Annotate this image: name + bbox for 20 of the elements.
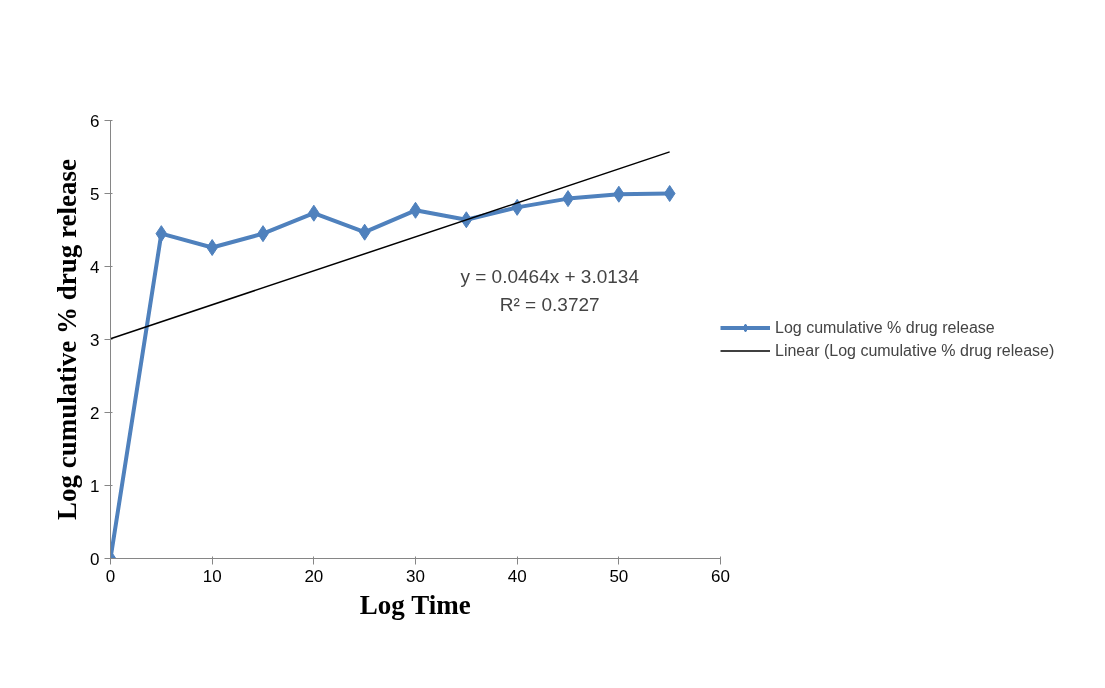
y-tick-label: 3 bbox=[90, 330, 100, 350]
x-tick-label: 20 bbox=[304, 566, 324, 586]
y-tick-label: 6 bbox=[90, 111, 100, 131]
y-tick-label: 0 bbox=[90, 549, 100, 569]
legend-label: Log cumulative % drug release bbox=[775, 318, 995, 337]
y-tick-label: 4 bbox=[90, 257, 100, 277]
x-tick-label: 10 bbox=[202, 566, 222, 586]
x-axis-title: Log Time bbox=[359, 589, 471, 620]
y-tick-label: 2 bbox=[90, 403, 100, 423]
annotation: y = 0.0464x + 3.0134 bbox=[460, 265, 640, 287]
x-tick-label: 50 bbox=[609, 566, 629, 586]
x-tick-label: 0 bbox=[105, 566, 116, 586]
annotation: R² = 0.3727 bbox=[499, 294, 600, 316]
x-tick-label: 40 bbox=[507, 566, 527, 586]
y-tick-label: 1 bbox=[90, 476, 100, 496]
legend-label: Linear (Log cumulative % drug release) bbox=[775, 341, 1055, 360]
x-tick-label: 30 bbox=[406, 566, 425, 586]
y-tick-label: 5 bbox=[90, 184, 100, 204]
x-tick-label: 60 bbox=[711, 566, 730, 586]
y-axis-title: Log cumulative % drug release bbox=[52, 159, 83, 520]
